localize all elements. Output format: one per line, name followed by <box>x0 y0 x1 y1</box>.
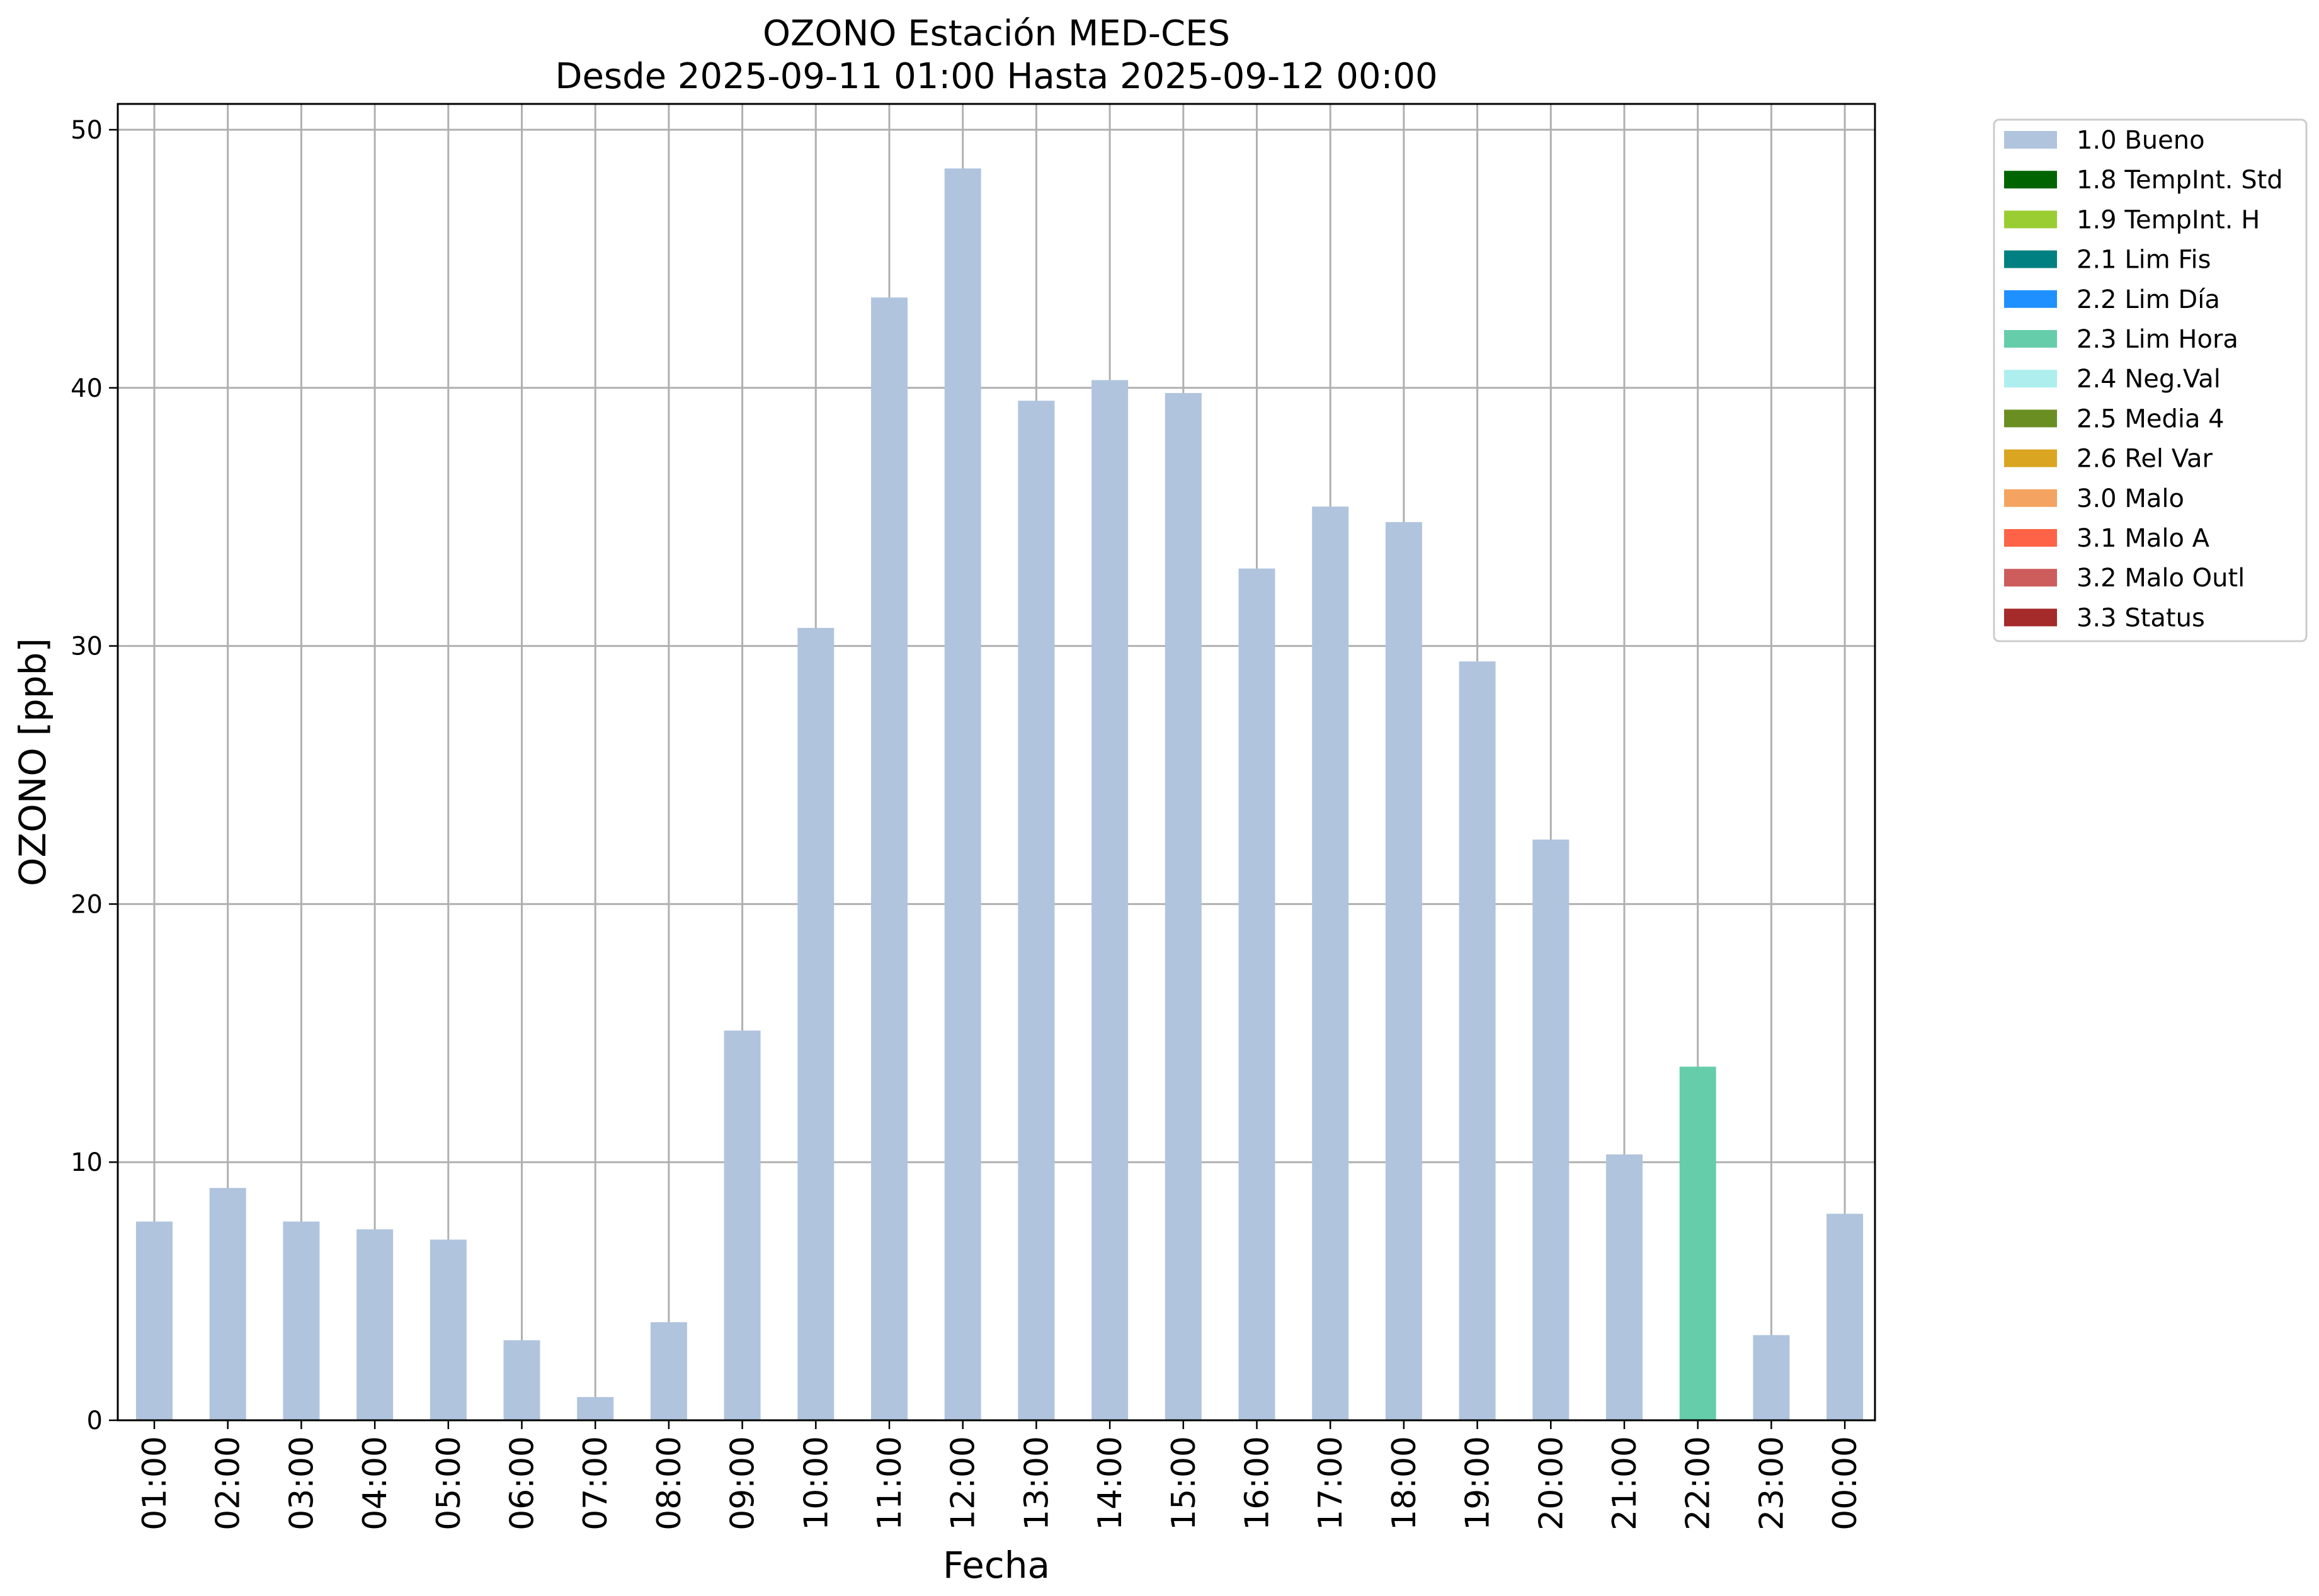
legend-label: 3.0 Malo <box>2077 484 2184 513</box>
bar <box>430 1240 467 1420</box>
legend: 1.0 Bueno 1.8 TempInt. Std 1.9 TempInt. H 2… <box>1993 118 2308 642</box>
legend-label: 2.2 Lim Día <box>2077 285 2220 314</box>
x-tick-label: 09:00 <box>724 1436 762 1530</box>
legend-label: 2.6 Rel Var <box>2077 445 2213 474</box>
bar <box>1165 392 1202 1420</box>
legend-swatch <box>2004 409 2057 428</box>
bar <box>577 1397 614 1420</box>
chart-title: OZONO Estación MED-CES <box>763 13 1230 54</box>
x-axis-ticks: 01:00 02:00 03:00 04:00 05:00 06:00 07:00 08:00… <box>136 1420 1864 1530</box>
bar <box>797 627 835 1420</box>
x-tick-label: 18:00 <box>1386 1436 1423 1530</box>
legend-swatch <box>2004 250 2057 268</box>
legend-swatch <box>2004 529 2057 547</box>
bar <box>503 1340 540 1420</box>
y-tick-label: 30 <box>71 632 103 661</box>
x-tick-label: 23:00 <box>1753 1436 1791 1530</box>
y-tick-label: 50 <box>71 116 103 145</box>
x-tick-label: 11:00 <box>871 1436 909 1530</box>
y-axis-ticks: 0 10 20 30 40 50 <box>71 116 118 1435</box>
bar <box>1238 568 1275 1421</box>
legend-swatch <box>2004 290 2057 308</box>
x-tick-label: 17:00 <box>1312 1436 1350 1530</box>
x-tick-label: 05:00 <box>430 1436 468 1530</box>
bar <box>1091 380 1129 1420</box>
y-axis-title: OZONO [ppb] <box>11 638 54 886</box>
x-tick-label: 03:00 <box>283 1436 321 1530</box>
legend-label: 3.2 Malo Outl <box>2077 564 2245 593</box>
legend-label: 3.3 Status <box>2077 603 2205 632</box>
bar <box>1753 1335 1790 1420</box>
bar <box>871 297 908 1421</box>
legend-frame <box>1993 118 2308 642</box>
bar <box>1679 1066 1716 1420</box>
legend-label: 2.3 Lim Hora <box>2077 325 2238 354</box>
legend-items: 1.0 Bueno 1.8 TempInt. Std 1.9 TempInt. H 2… <box>2004 126 2283 632</box>
legend-label: 3.1 Malo A <box>2077 524 2210 553</box>
x-tick-label: 04:00 <box>356 1436 394 1530</box>
y-tick-label: 20 <box>71 890 103 919</box>
legend-label: 1.9 TempInt. H <box>2077 205 2260 234</box>
legend-label: 2.4 Neg.Val <box>2077 365 2221 394</box>
bar <box>650 1322 687 1420</box>
legend-label: 2.5 Media 4 <box>2077 404 2225 433</box>
x-tick-label: 12:00 <box>945 1436 983 1530</box>
x-axis-title: Fecha <box>943 1544 1050 1587</box>
legend-swatch <box>2004 489 2057 507</box>
legend-label: 1.0 Bueno <box>2077 126 2205 155</box>
x-tick-label: 13:00 <box>1018 1436 1056 1530</box>
legend-swatch <box>2004 370 2057 388</box>
bar <box>1826 1214 1864 1420</box>
bar <box>1606 1154 1643 1420</box>
bar <box>356 1229 394 1420</box>
y-tick-label: 10 <box>71 1148 103 1177</box>
y-tick-label: 0 <box>87 1406 103 1435</box>
legend-swatch <box>2004 449 2057 467</box>
x-tick-label: 20:00 <box>1532 1436 1570 1530</box>
bar <box>1532 839 1570 1420</box>
x-tick-label: 21:00 <box>1606 1436 1644 1530</box>
legend-label: 2.1 Lim Fis <box>2077 246 2211 275</box>
x-tick-label: 10:00 <box>797 1436 835 1530</box>
legend-swatch <box>2004 330 2057 348</box>
legend-swatch <box>2004 569 2057 587</box>
x-tick-label: 14:00 <box>1091 1436 1129 1530</box>
x-tick-label: 06:00 <box>504 1436 542 1530</box>
legend-swatch <box>2004 608 2057 627</box>
x-tick-label: 15:00 <box>1165 1436 1203 1530</box>
x-tick-label: 16:00 <box>1239 1436 1277 1530</box>
legend-label: 1.8 TempInt. Std <box>2077 166 2283 195</box>
legend-swatch <box>2004 210 2057 229</box>
y-tick-label: 40 <box>71 374 103 403</box>
bar <box>136 1221 173 1420</box>
bar <box>1385 522 1422 1420</box>
bar <box>1312 506 1349 1420</box>
x-tick-label: 19:00 <box>1459 1436 1497 1530</box>
x-tick-label: 01:00 <box>136 1436 174 1530</box>
bars-layer <box>136 168 1864 1421</box>
chart-subtitle: Desde 2025-09-11 01:00 Hasta 2025-09-12 … <box>555 56 1437 97</box>
bar <box>283 1221 320 1420</box>
bar <box>209 1188 246 1420</box>
legend-swatch <box>2004 131 2057 149</box>
bar <box>1459 661 1496 1420</box>
x-tick-label: 22:00 <box>1680 1436 1718 1530</box>
x-tick-label: 07:00 <box>577 1436 615 1530</box>
x-tick-label: 00:00 <box>1826 1436 1864 1530</box>
x-tick-label: 02:00 <box>210 1436 248 1530</box>
bar <box>1018 401 1055 1420</box>
x-tick-label: 08:00 <box>651 1436 688 1530</box>
legend-swatch <box>2004 171 2057 189</box>
bar <box>724 1030 761 1420</box>
bar <box>944 168 981 1421</box>
plot-frame <box>117 103 1876 1422</box>
